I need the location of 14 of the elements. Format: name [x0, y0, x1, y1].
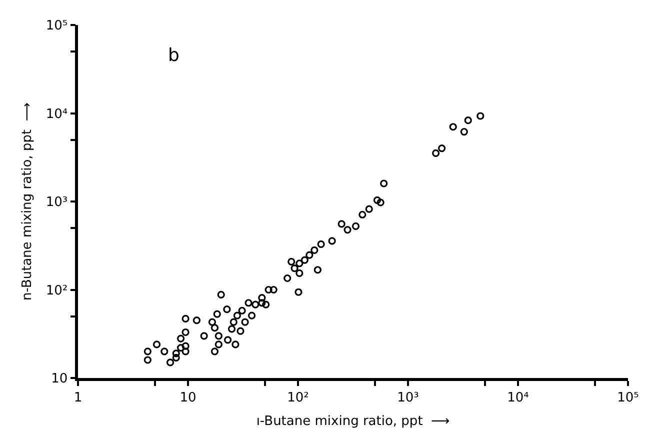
- y-tick-label: 10²: [46, 283, 68, 298]
- annotation: b: [168, 45, 180, 66]
- y-tick-label: 10³: [46, 195, 68, 210]
- y-tick-label: 10⁴: [46, 106, 68, 122]
- x-tick-label: 10²: [287, 390, 309, 406]
- x-axis-title: ı-Butane mixing ratio, ppt ⟶: [256, 414, 450, 429]
- x-tick-label: 10⁵: [617, 390, 639, 406]
- y-axis-title: n-Butane mixing ratio, ppt ⟶: [20, 102, 35, 301]
- x-tick-label: 10: [180, 390, 196, 406]
- x-tick-label: 10⁴: [507, 390, 529, 406]
- y-tick-label: 10: [51, 372, 68, 387]
- x-tick-label: 10³: [397, 390, 419, 406]
- y-tick-label: 10⁵: [46, 18, 68, 34]
- x-tick-label: 1: [74, 390, 82, 406]
